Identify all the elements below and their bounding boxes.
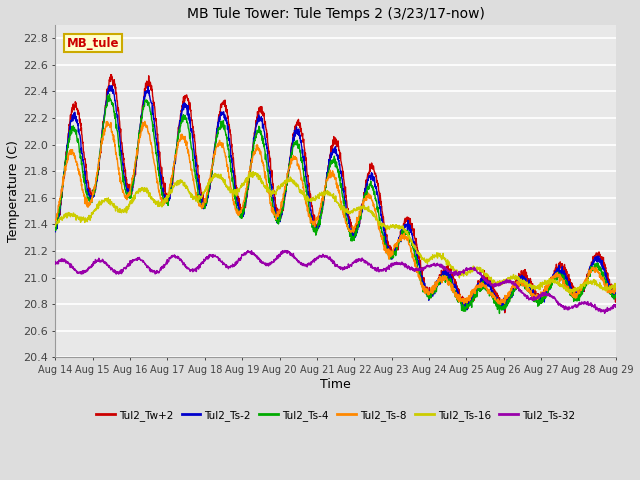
Tul2_Tw+2 (324, 163, 332, 168)
Tul2_Ts-32 (324, 255, 332, 261)
Tul2_Ts-16 (52, 223, 60, 229)
Tul2_Ts-8 (80, 192, 88, 198)
Tul2_Tw+2 (612, 288, 620, 293)
Tul2_Ts-8 (52, 217, 60, 223)
X-axis label: Time: Time (320, 378, 351, 391)
Tul2_Ts-8 (596, 270, 604, 276)
Tul2_Ts-32 (52, 259, 60, 264)
Tul2_Tw+2 (52, 226, 60, 232)
Tul2_Ts-4 (310, 227, 317, 232)
Line: Tul2_Ts-2: Tul2_Ts-2 (56, 85, 616, 310)
Tul2_Ts-32 (601, 311, 609, 316)
Tul2_Ts-4 (106, 91, 113, 97)
Tul2_Ts-4 (52, 224, 60, 230)
Tul2_Ts-16 (596, 280, 604, 286)
Tul2_Ts-2 (52, 229, 60, 235)
Line: Tul2_Ts-16: Tul2_Ts-16 (56, 172, 616, 293)
Line: Tul2_Ts-8: Tul2_Ts-8 (56, 121, 616, 304)
Tul2_Tw+2 (596, 253, 604, 259)
Tul2_Ts-32 (596, 308, 604, 314)
Tul2_Ts-2 (596, 256, 604, 262)
Title: MB Tule Tower: Tule Temps 2 (3/23/17-now): MB Tule Tower: Tule Temps 2 (3/23/17-now… (187, 7, 484, 21)
Line: Tul2_Ts-32: Tul2_Ts-32 (56, 251, 616, 313)
Tul2_Ts-16 (493, 280, 500, 286)
Tul2_Ts-8 (310, 219, 317, 225)
Tul2_Ts-16 (596, 285, 604, 291)
Tul2_Tw+2 (107, 72, 115, 78)
Tul2_Ts-16 (324, 192, 332, 198)
Tul2_Ts-32 (493, 281, 500, 287)
Tul2_Ts-2 (612, 290, 620, 296)
Tul2_Tw+2 (310, 214, 317, 219)
Tul2_Ts-32 (612, 304, 620, 310)
Tul2_Ts-8 (497, 301, 504, 307)
Tul2_Ts-32 (80, 269, 88, 275)
Tul2_Ts-4 (493, 303, 500, 309)
Tul2_Ts-16 (310, 194, 317, 200)
Tul2_Ts-8 (324, 174, 332, 180)
Tul2_Ts-4 (80, 179, 88, 185)
Tul2_Ts-8 (596, 271, 604, 277)
Tul2_Ts-8 (493, 298, 500, 304)
Tul2_Ts-4 (596, 266, 604, 272)
Tul2_Ts-8 (141, 119, 148, 124)
Tul2_Ts-2 (493, 295, 500, 300)
Tul2_Ts-16 (249, 169, 257, 175)
Tul2_Tw+2 (596, 251, 604, 257)
Tul2_Ts-8 (612, 286, 620, 291)
Tul2_Ts-32 (281, 248, 289, 253)
Text: MB_tule: MB_tule (67, 36, 119, 49)
Tul2_Ts-2 (596, 258, 604, 264)
Line: Tul2_Tw+2: Tul2_Tw+2 (56, 75, 616, 313)
Tul2_Ts-2 (500, 307, 508, 313)
Tul2_Tw+2 (80, 150, 88, 156)
Tul2_Ts-2 (324, 165, 332, 171)
Tul2_Ts-2 (80, 163, 88, 168)
Tul2_Ts-16 (566, 290, 574, 296)
Legend: Tul2_Tw+2, Tul2_Ts-2, Tul2_Ts-4, Tul2_Ts-8, Tul2_Ts-16, Tul2_Ts-32: Tul2_Tw+2, Tul2_Ts-2, Tul2_Ts-4, Tul2_Ts… (92, 406, 579, 425)
Tul2_Ts-4 (596, 264, 604, 269)
Tul2_Ts-32 (310, 258, 317, 264)
Tul2_Ts-2 (106, 83, 113, 88)
Tul2_Ts-4 (324, 170, 332, 176)
Tul2_Ts-4 (495, 311, 503, 316)
Tul2_Ts-4 (612, 292, 620, 298)
Tul2_Tw+2 (493, 290, 500, 296)
Tul2_Ts-2 (310, 223, 317, 228)
Tul2_Ts-32 (596, 306, 604, 312)
Tul2_Ts-16 (80, 216, 88, 221)
Tul2_Tw+2 (501, 310, 509, 316)
Line: Tul2_Ts-4: Tul2_Ts-4 (56, 94, 616, 313)
Tul2_Ts-16 (612, 282, 620, 288)
Y-axis label: Temperature (C): Temperature (C) (7, 140, 20, 242)
